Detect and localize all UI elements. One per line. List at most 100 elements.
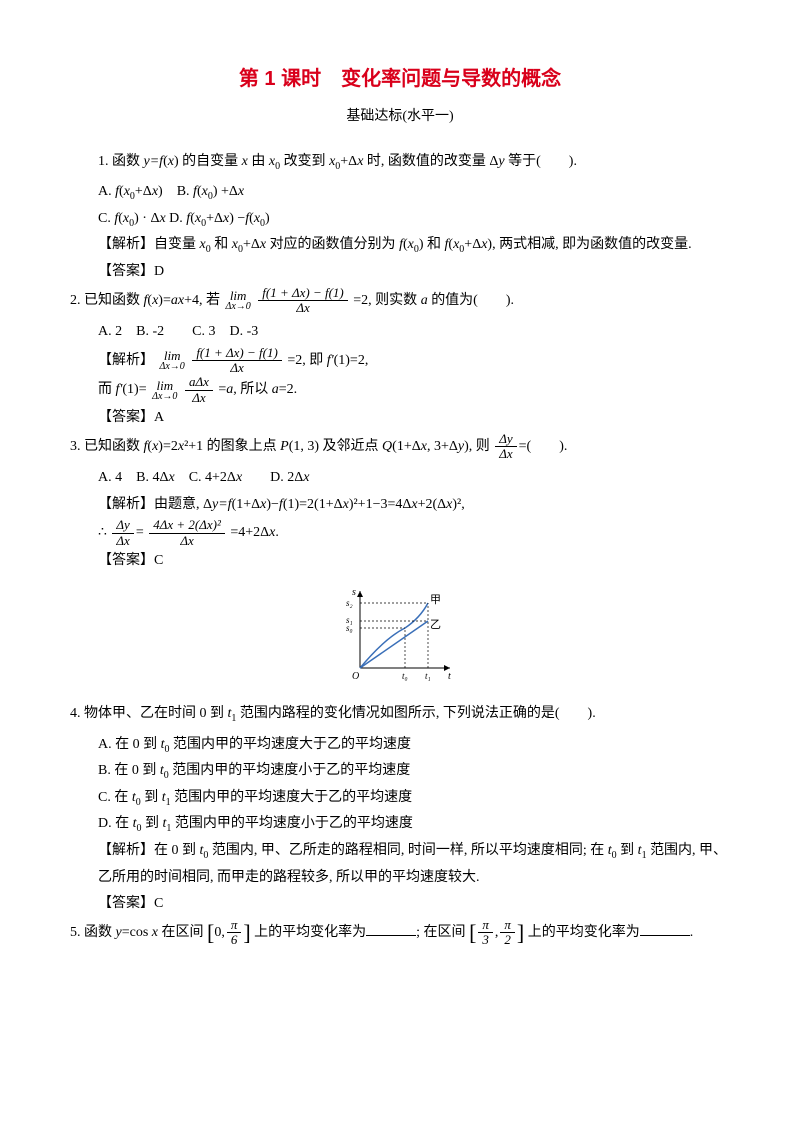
q4-answer: 【答案】C bbox=[70, 891, 730, 918]
text: A. 在 0 到 bbox=[98, 737, 161, 752]
q4-optA: A. 在 0 到 t0 范围内甲的平均速度大于乙的平均速度 bbox=[70, 732, 730, 759]
label: 【答案】 bbox=[98, 896, 154, 911]
text: A. bbox=[98, 184, 115, 199]
text: 上的平均变化率为 bbox=[528, 925, 640, 940]
q2-solution-1: 【解析】 limΔx→0 f(1 + Δx) − f(1)Δx =2, 即 f'… bbox=[70, 346, 730, 376]
text: 在 0 到 bbox=[154, 843, 200, 858]
text: 范围内甲的平均速度大于乙的平均速度 bbox=[171, 790, 413, 805]
lesson-subtitle: 基础达标(水平一) bbox=[70, 104, 730, 131]
text: C. 3 bbox=[192, 324, 215, 339]
text: =cos bbox=[122, 925, 152, 940]
text: ∴ bbox=[98, 525, 107, 540]
text: 5. 函数 bbox=[70, 925, 116, 940]
text: 由 bbox=[248, 154, 269, 169]
text: (1)= bbox=[122, 382, 146, 397]
text: (1+Δ bbox=[392, 439, 421, 454]
text: 而 bbox=[98, 382, 116, 397]
text: 范围内甲的平均速度小于乙的平均速度 bbox=[171, 816, 413, 831]
lesson-title: 第 1 课时 变化率问题与导数的概念 bbox=[70, 60, 730, 98]
text: 在区间 bbox=[158, 925, 204, 940]
axis-t: t bbox=[448, 671, 451, 682]
blank-1[interactable] bbox=[366, 921, 416, 936]
text: (1)=2, bbox=[334, 353, 369, 368]
text: B. 4Δ bbox=[136, 470, 168, 485]
svg-text:甲: 甲 bbox=[430, 594, 441, 606]
text: D. bbox=[166, 211, 187, 226]
text: 到 bbox=[141, 790, 162, 805]
text: D. 在 bbox=[98, 816, 133, 831]
q3-options: A. 4 B. 4Δx C. 4+2Δx D. 2Δx bbox=[70, 465, 730, 492]
text: A. 2 bbox=[98, 324, 122, 339]
text: 的值为( ). bbox=[428, 293, 514, 308]
q1-answer: 【答案】D bbox=[70, 259, 730, 286]
svg-text:t₁: t₁ bbox=[425, 671, 431, 681]
text: =( ). bbox=[519, 439, 568, 454]
text: =2, 则实数 bbox=[353, 293, 420, 308]
text: B. bbox=[163, 184, 193, 199]
text: 和 bbox=[424, 237, 445, 252]
text: A. 4 bbox=[98, 470, 122, 485]
text: 4. 物体甲、乙在时间 0 到 bbox=[70, 706, 228, 721]
answer-value: C bbox=[154, 553, 163, 568]
text: 对应的函数值分别为 bbox=[266, 237, 399, 252]
text: 的图象上点 bbox=[203, 439, 280, 454]
q1-options-line1: A. f(x0+Δx) B. f(x0) +Δx bbox=[70, 179, 730, 206]
q1-stem: 1. 函数 y=f(x) 的自变量 x 由 x0 改变到 x0+Δx 时, 函数… bbox=[70, 149, 730, 176]
text: B. 在 0 到 bbox=[98, 763, 160, 778]
text: =2. bbox=[279, 382, 297, 397]
text: 3. 已知函数 bbox=[70, 439, 144, 454]
text: )²+1−3=4Δ bbox=[349, 497, 412, 512]
text: 和 bbox=[211, 237, 232, 252]
text: 由题意, Δ bbox=[154, 497, 212, 512]
text: , 所以 bbox=[233, 382, 272, 397]
q1-solution: 【解析】自变量 x0 和 x0+Δx 对应的函数值分别为 f(x0) 和 f(x… bbox=[70, 232, 730, 259]
text: 自变量 bbox=[154, 237, 200, 252]
text: 到 bbox=[142, 816, 163, 831]
answer-value: A bbox=[154, 410, 164, 425]
q3-stem: 3. 已知函数 f(x)=2x²+1 的图象上点 P(1, 3) 及邻近点 Q(… bbox=[70, 432, 730, 462]
text: D. -3 bbox=[229, 324, 258, 339]
text: 范围内甲的平均速度小于乙的平均速度 bbox=[169, 763, 411, 778]
label: 【答案】 bbox=[98, 264, 154, 279]
text: ; 在区间 bbox=[416, 925, 465, 940]
text: )², bbox=[452, 497, 464, 512]
q2-options: A. 2 B. -2 C. 3 D. -3 bbox=[70, 319, 730, 346]
label: 【解析】 bbox=[98, 237, 154, 252]
text: B. -2 bbox=[136, 324, 164, 339]
text: (1)=2(1+Δ bbox=[283, 497, 343, 512]
text: 上的平均变化率为 bbox=[254, 925, 366, 940]
q5-stem: 5. 函数 y=cos x 在区间 [0,π6] 上的平均变化率为; 在区间 [… bbox=[70, 918, 730, 948]
text: 时, 函数值的改变量 Δ bbox=[363, 154, 498, 169]
text: , 若 bbox=[199, 293, 220, 308]
q1-options-line2: C. f(x0) · Δx D. f(x0+Δx) −f(x0) bbox=[70, 206, 730, 233]
answer-value: D bbox=[154, 264, 164, 279]
text: 到 bbox=[617, 843, 638, 858]
text: . bbox=[275, 525, 279, 540]
q3-solution-1: 【解析】由题意, Δy=f(1+Δx)−f(1)=2(1+Δx)²+1−3=4Δ… bbox=[70, 492, 730, 519]
q4-stem: 4. 物体甲、乙在时间 0 到 t1 范围内路程的变化情况如图所示, 下列说法正… bbox=[70, 701, 730, 728]
q4-optB: B. 在 0 到 t0 范围内甲的平均速度小于乙的平均速度 bbox=[70, 758, 730, 785]
q2-stem: 2. 已知函数 f(x)=ax+4, 若 limΔx→0 f(1 + Δx) −… bbox=[70, 286, 730, 316]
q4-solution: 【解析】在 0 到 t0 范围内, 甲、乙所走的路程相同, 时间一样, 所以平均… bbox=[70, 838, 730, 891]
svg-text:乙: 乙 bbox=[430, 618, 441, 631]
text: 2. 已知函数 bbox=[70, 293, 144, 308]
axis-origin: O bbox=[352, 671, 359, 682]
text: +2(Δ bbox=[418, 497, 447, 512]
q2-answer: 【答案】A bbox=[70, 405, 730, 432]
label: 【解析】 bbox=[98, 843, 154, 858]
q3-answer: 【答案】C bbox=[70, 548, 730, 575]
q4-figure: s t O t₀ t₁ s₀ s₁ s₂ 甲 乙 bbox=[70, 583, 730, 694]
text: ), 则 bbox=[464, 439, 490, 454]
text: 范围内路程的变化情况如图所示, 下列说法正确的是( ). bbox=[236, 706, 595, 721]
text: 1. 函数 bbox=[98, 154, 144, 169]
text: C. 在 bbox=[98, 790, 132, 805]
q3-solution-2: ∴ ΔyΔx= 4Δx + 2(Δx)²Δx =4+2Δx. bbox=[70, 518, 730, 548]
text: D. 2Δ bbox=[270, 470, 303, 485]
text: 的自变量 bbox=[179, 154, 242, 169]
label: 【解析】 bbox=[98, 497, 154, 512]
text: =2, 即 bbox=[287, 353, 326, 368]
q4-optC: C. 在 t0 到 t1 范围内甲的平均速度大于乙的平均速度 bbox=[70, 785, 730, 812]
blank-2[interactable] bbox=[640, 921, 690, 936]
text: . bbox=[690, 925, 694, 940]
text: , 两式相减, 即为函数值的改变量. bbox=[492, 237, 692, 252]
